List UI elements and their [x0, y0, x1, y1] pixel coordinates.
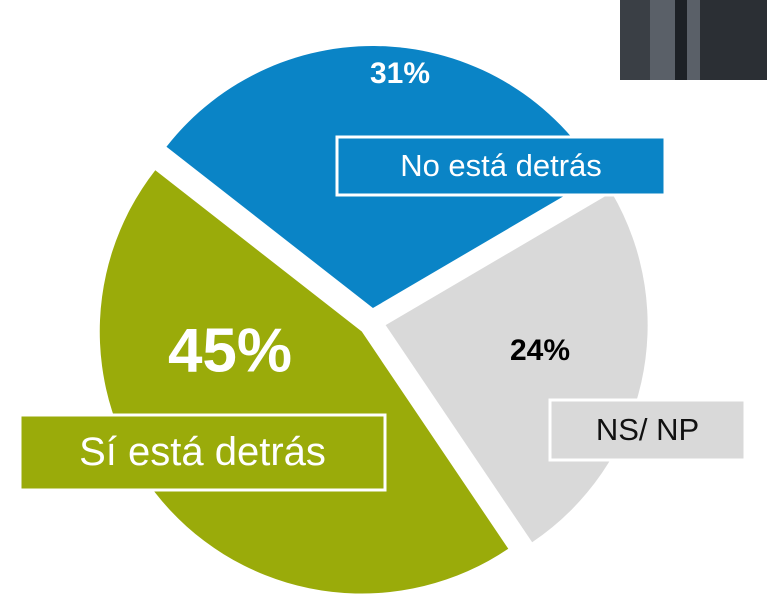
category-label: No está detrás: [400, 148, 602, 183]
value-label: 45%: [168, 316, 292, 385]
label-box: [335, 135, 667, 197]
category-label: NS/ NP: [596, 412, 699, 447]
photo: [620, 0, 767, 80]
value-label: 31%: [370, 57, 430, 90]
label-box: [548, 398, 747, 462]
category-label: Sí está detrás: [79, 430, 326, 474]
label-box: [18, 413, 387, 492]
value-label: 24%: [510, 334, 570, 367]
